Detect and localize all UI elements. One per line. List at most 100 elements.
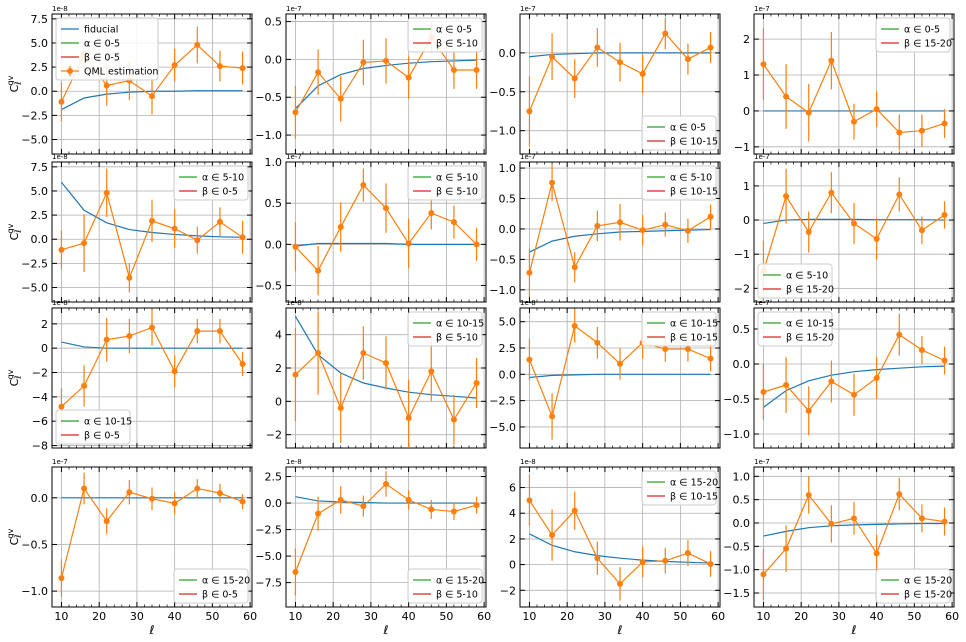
y-tick-label: −2.5 xyxy=(255,524,282,537)
y-tick-label: 1.0 xyxy=(265,156,283,169)
scale-offset-label: 1e-7 xyxy=(286,153,302,161)
plot-area xyxy=(292,168,480,296)
qml-data-point xyxy=(896,491,903,498)
legend-label: α ∈ 5-10 xyxy=(670,173,712,184)
y-tick-label: 2 xyxy=(509,533,516,546)
y-tick-label: 5.0 xyxy=(31,37,49,50)
qml-data-point xyxy=(337,496,344,503)
qml-data-point xyxy=(428,210,435,217)
panel-3-1: 10 20 30 40 50 60 −7.5 −5.0 −2.5 0.0 2.51e-8 α ∈ 15… xyxy=(255,458,491,637)
fiducial-series-line xyxy=(529,533,711,564)
y-tick-label: 6 xyxy=(509,482,516,495)
qml-data-point xyxy=(126,489,133,496)
scale-offset-label: 1e-8 xyxy=(520,458,536,466)
qml-data-point xyxy=(639,227,646,234)
qml-data-point xyxy=(405,496,412,503)
qml-data-point xyxy=(526,497,533,504)
qml-data-point xyxy=(896,129,903,136)
legend-label: β ∈ 15-20 xyxy=(786,333,834,344)
qml-data-point xyxy=(594,555,601,562)
y-tick-label: 0 xyxy=(275,395,282,408)
qml-data-point xyxy=(337,95,344,102)
qml-data-point xyxy=(918,515,925,522)
scale-offset-label: 1e-8 xyxy=(286,299,302,307)
qml-data-point xyxy=(216,328,223,335)
y-axis-label: Cℓgv xyxy=(6,75,23,92)
qml-data-point xyxy=(58,575,65,582)
panel-1-0: −5.0 −2.5 0.0 2.5 5.0 7.51e-8 α ∈ 5-10 β ∈ 0-5 C… xyxy=(6,153,253,303)
plot-area xyxy=(292,311,480,448)
qml-data-point xyxy=(639,559,646,566)
qml-data-point xyxy=(617,580,623,587)
legend-label: α ∈ 0-5 xyxy=(84,39,120,50)
qml-data-point xyxy=(571,264,578,271)
x-tick-label: 50 xyxy=(907,610,921,623)
qml-data-point xyxy=(103,189,110,196)
y-tick-label: 0.0 xyxy=(265,497,283,510)
y-tick-label: 0.0 xyxy=(265,238,283,251)
y-tick-label: −1.0 xyxy=(255,129,282,142)
legend-label: α ∈ 0-5 xyxy=(904,25,940,36)
qml-data-point xyxy=(783,193,790,200)
y-tick-label: −0.5 xyxy=(723,540,750,553)
qml-data-point xyxy=(918,227,925,234)
qml-data-point xyxy=(337,224,344,231)
qml-data-point xyxy=(428,506,435,513)
qml-data-point xyxy=(194,237,201,244)
y-tick-label: −8 xyxy=(32,440,48,453)
legend-label: β ∈ 10-15 xyxy=(670,187,718,198)
qml-data-point xyxy=(707,44,714,51)
legend-label: β ∈ 10-15 xyxy=(670,333,718,344)
fiducial-series-line xyxy=(295,496,477,504)
legend-label: α ∈ 0-5 xyxy=(436,25,472,36)
qml-data-point xyxy=(828,520,835,527)
plot-area xyxy=(760,168,948,302)
x-tick-label: 20 xyxy=(92,610,106,623)
qml-data-point xyxy=(216,218,223,225)
qml-data-point xyxy=(315,510,322,517)
qml-data-point xyxy=(805,229,812,235)
y-tick-label: −5.0 xyxy=(489,421,516,434)
y-tick-label: −1.0 xyxy=(489,284,516,297)
legend: α ∈ 5-10 β ∈ 0-5 xyxy=(173,165,249,201)
qml-data-point xyxy=(360,350,367,356)
plot-area xyxy=(58,168,246,293)
x-tick-label: 50 xyxy=(673,610,687,623)
qml-data-point xyxy=(828,57,835,64)
y-tick-label: 0.0 xyxy=(265,53,283,66)
legend-label: β ∈ 5-10 xyxy=(436,39,478,50)
x-tick-label: 40 xyxy=(168,610,182,623)
legend-label: α ∈ 15-20 xyxy=(904,576,952,587)
qml-data-point xyxy=(851,118,857,125)
legend: α ∈ 10-15 β ∈ 15-20 xyxy=(757,311,834,347)
y-tick-label: −1.0 xyxy=(723,564,750,577)
x-tick-label: 40 xyxy=(402,610,416,623)
qml-series-line xyxy=(294,483,477,573)
panel-3-2: 10 20 30 40 50 60 −2 0 2 4 6 1e-8 α ∈ 15-20 β ∈ 10-15… xyxy=(500,458,725,637)
y-axis-label: Cℓgv xyxy=(6,528,23,545)
x-tick-label: 30 xyxy=(130,610,144,623)
qml-data-point xyxy=(194,41,201,48)
qml-data-point xyxy=(571,507,578,514)
legend: α ∈ 15-20 β ∈ 15-20 xyxy=(875,568,952,604)
qml-data-point xyxy=(941,211,948,218)
qml-data-point xyxy=(473,241,480,248)
qml-data-point xyxy=(707,213,714,220)
panel-1-2: −1.0 −0.5 0.0 0.5 1.01e-7 α ∈ 5-10 β ∈ 10-15 xyxy=(489,153,721,303)
qml-data-point xyxy=(617,360,623,367)
x-tick-label: 10 xyxy=(522,610,536,623)
qml-data-point xyxy=(383,205,389,212)
qml-data-point xyxy=(126,333,133,339)
y-tick-label: −1 xyxy=(734,248,750,261)
legend: α ∈ 10-15 β ∈ 0-5 xyxy=(55,409,132,445)
qml-data-point xyxy=(684,227,691,234)
y-tick-label: −2 xyxy=(266,429,282,442)
panel-2-0: −8 −6 −4 −2 0 2 1e-8 α ∈ 10-15 β ∈ 0-5 Cℓgv xyxy=(6,299,253,453)
x-tick-label: 30 xyxy=(832,610,846,623)
qml-data-point xyxy=(805,109,812,116)
qml-data-point xyxy=(662,346,669,353)
plot-area xyxy=(760,476,948,600)
y-tick-label: −1.0 xyxy=(723,428,750,441)
y-tick-label: −0.5 xyxy=(21,538,48,551)
panel-1-1: −0.5 0.0 0.5 1.0 1e-7 α ∈ 5-10 β ∈ 5-10 xyxy=(255,153,487,303)
